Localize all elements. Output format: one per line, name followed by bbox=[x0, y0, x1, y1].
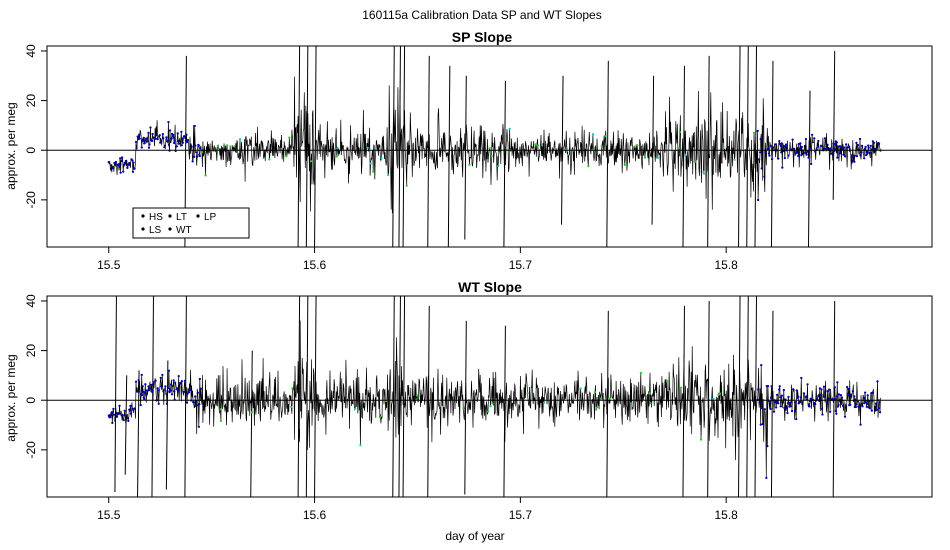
spike-line bbox=[503, 325, 506, 497]
spike-line bbox=[124, 375, 128, 475]
spike-line bbox=[682, 305, 685, 497]
x-tick-label: 15.6 bbox=[303, 508, 327, 522]
spike-line bbox=[738, 296, 741, 497]
y-tick-label: 40 bbox=[24, 294, 38, 308]
spike-line bbox=[165, 360, 169, 490]
spike-line bbox=[427, 305, 430, 497]
spike-line bbox=[305, 296, 309, 497]
lt-series-points bbox=[238, 127, 736, 177]
x-tick-label: 15.8 bbox=[715, 508, 739, 522]
spike-line bbox=[808, 90, 811, 247]
y-tick-label: -20 bbox=[24, 441, 38, 459]
x-tick-label: 15.6 bbox=[303, 258, 327, 272]
sp-slope-plot-frame bbox=[46, 45, 933, 248]
spike-line bbox=[398, 46, 401, 247]
spike-line bbox=[114, 296, 117, 493]
figure-title: 160115a Calibration Data SP and WT Slope… bbox=[362, 8, 601, 22]
spike-line bbox=[427, 55, 430, 247]
spike-line bbox=[832, 50, 836, 200]
spike-line bbox=[746, 46, 749, 247]
x-tick-label: 15.5 bbox=[97, 258, 121, 272]
y-tick-label: 20 bbox=[24, 344, 38, 358]
spike-line bbox=[464, 75, 467, 240]
wt-slope-plot-frame bbox=[46, 295, 933, 498]
spike-line bbox=[151, 296, 154, 497]
sp-slope-panel: SP Slope approx. per meg 15.5 15.6 15.7 15.… bbox=[4, 29, 933, 272]
y-tick-label: -20 bbox=[24, 191, 38, 209]
spike-line bbox=[184, 296, 187, 497]
spike-line bbox=[606, 60, 609, 247]
y-tick-label: 40 bbox=[24, 44, 38, 58]
wt-slope-ylabel: approx. per meg bbox=[4, 354, 18, 441]
spike-line bbox=[250, 350, 253, 497]
spike-line bbox=[832, 300, 836, 497]
lt-series-points bbox=[354, 387, 715, 447]
wt-slope-panel: WT Slope approx. per meg 15.5 15.6 15.7 15.… bbox=[4, 279, 933, 522]
legend-label-lt: LT bbox=[176, 212, 187, 223]
y-tick-label: 0 bbox=[24, 397, 38, 404]
spike-line bbox=[770, 310, 774, 497]
wt-series-trace bbox=[108, 320, 881, 478]
x-tick-label: 15.5 bbox=[97, 508, 121, 522]
legend-marker-ls bbox=[141, 227, 145, 231]
x-tick-label: 15.8 bbox=[715, 258, 739, 272]
spike-line bbox=[402, 46, 406, 247]
spike-line bbox=[707, 55, 710, 247]
sp-slope-y-axis: -20 0 20 40 bbox=[24, 44, 47, 209]
spike-line bbox=[297, 46, 301, 247]
sp-slope-x-axis: 15.5 15.6 15.7 15.8 bbox=[97, 247, 738, 272]
spike-line bbox=[682, 65, 685, 247]
wt-slope-title: WT Slope bbox=[458, 279, 522, 295]
spike-line bbox=[770, 60, 774, 247]
wt-slope-x-axis: 15.5 15.6 15.7 15.8 bbox=[97, 497, 738, 522]
spike-line bbox=[398, 296, 401, 497]
spike-line bbox=[392, 46, 395, 247]
spike-line bbox=[754, 46, 757, 247]
hs-series-points bbox=[107, 121, 882, 202]
wt-series-trace bbox=[108, 76, 881, 214]
spike-line bbox=[305, 46, 309, 247]
legend-label-hs: HS bbox=[149, 212, 163, 223]
wt-slope-y-axis: -20 0 20 40 bbox=[24, 294, 47, 459]
sp-slope-legend: HS LS LT WT LP bbox=[132, 207, 250, 239]
legend-marker-hs bbox=[141, 214, 145, 218]
spike-line bbox=[746, 296, 749, 497]
spike-line bbox=[402, 296, 406, 497]
spike-line bbox=[707, 300, 710, 497]
legend-label-lp: LP bbox=[204, 212, 217, 223]
x-tick-label: 15.7 bbox=[509, 508, 533, 522]
legend-label-wt: WT bbox=[176, 225, 192, 236]
legend-marker-lp bbox=[196, 214, 200, 218]
spike-line bbox=[464, 320, 467, 495]
legend-label-ls: LS bbox=[149, 225, 162, 236]
spike-line bbox=[754, 296, 757, 497]
spike-line bbox=[738, 46, 741, 247]
legend-marker-lt bbox=[168, 214, 172, 218]
spike-line bbox=[297, 296, 301, 497]
spike-line bbox=[503, 80, 506, 247]
x-axis-label: day of year bbox=[445, 529, 504, 543]
hs-series-points bbox=[107, 364, 882, 479]
wt-slope-data bbox=[107, 296, 882, 497]
sp-slope-ylabel: approx. per meg bbox=[4, 102, 18, 189]
legend-marker-wt bbox=[168, 227, 172, 231]
sp-slope-title: SP Slope bbox=[452, 29, 513, 45]
spike-line bbox=[314, 46, 317, 247]
ls-series-points bbox=[219, 371, 722, 441]
spike-line bbox=[392, 296, 395, 497]
spike-line bbox=[447, 65, 451, 247]
y-tick-label: 20 bbox=[24, 94, 38, 108]
y-tick-label: 0 bbox=[24, 147, 38, 154]
legend-box bbox=[132, 207, 250, 239]
spike-line bbox=[314, 296, 317, 497]
spike-line bbox=[606, 310, 609, 497]
x-tick-label: 15.7 bbox=[509, 258, 533, 272]
